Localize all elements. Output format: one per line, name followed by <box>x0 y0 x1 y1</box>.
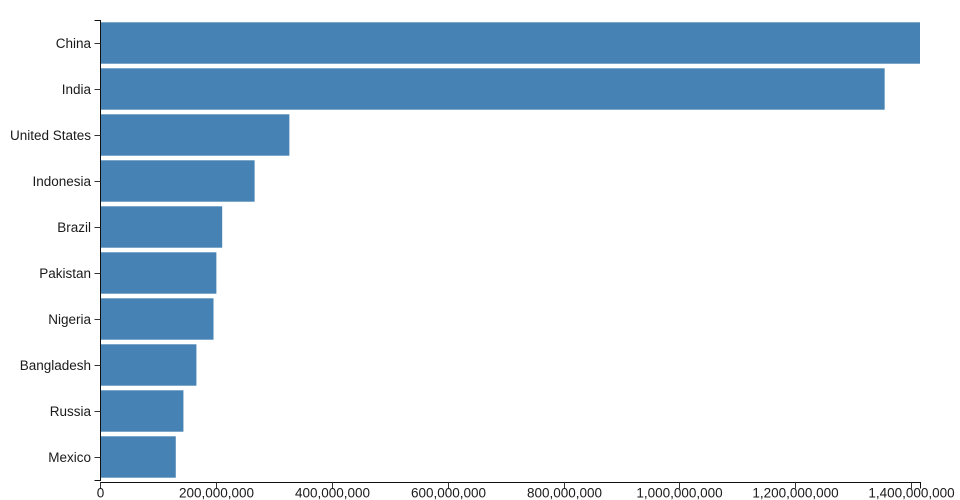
x-tick-label-1-200-000-000: 1,200,000,000 <box>752 486 838 500</box>
y-axis: China India United States Indonesia Brazil Pa… <box>10 20 101 481</box>
x-tick-label-1-000-000-000: 1,000,000,000 <box>636 486 722 500</box>
bar-pakistan <box>100 252 217 294</box>
x-tick-label-400-000-000: 400,000,000 <box>295 486 370 500</box>
y-tick-label-india: India <box>62 82 92 97</box>
x-tick-label-0: 0 <box>97 486 105 500</box>
y-tick-label-united-states: United States <box>10 128 91 143</box>
x-tick-label-600-000-000: 600,000,000 <box>411 486 486 500</box>
y-tick-label-brazil: Brazil <box>57 220 91 235</box>
bar-russia <box>100 390 184 432</box>
bar-nigeria <box>100 298 214 340</box>
y-tick-label-pakistan: Pakistan <box>39 266 91 281</box>
bar-india <box>100 68 885 110</box>
x-tick-label-200-000-000: 200,000,000 <box>179 486 254 500</box>
bars-group <box>100 22 920 478</box>
y-tick-label-nigeria: Nigeria <box>48 312 91 327</box>
y-axis-domain <box>94 20 101 481</box>
y-tick-label-russia: Russia <box>50 404 92 419</box>
bar-brazil <box>100 206 223 248</box>
y-tick-label-indonesia: Indonesia <box>32 174 91 189</box>
bar-china <box>100 22 920 64</box>
y-tick-label-mexico: Mexico <box>48 450 91 465</box>
x-axis: 0 200,000,000 400,000,000 600,000,000 800,00… <box>97 482 955 500</box>
bar-bangladesh <box>100 344 197 386</box>
bar-indonesia <box>100 160 255 202</box>
bar-united-states <box>100 114 290 156</box>
y-tick-label-bangladesh: Bangladesh <box>20 358 91 373</box>
y-tick-label-china: China <box>56 36 92 51</box>
x-tick-label-800-000-000: 800,000,000 <box>527 486 602 500</box>
x-tick-label-1-400-000-000: 1,400,000,000 <box>868 486 954 500</box>
bar-mexico <box>100 436 176 478</box>
